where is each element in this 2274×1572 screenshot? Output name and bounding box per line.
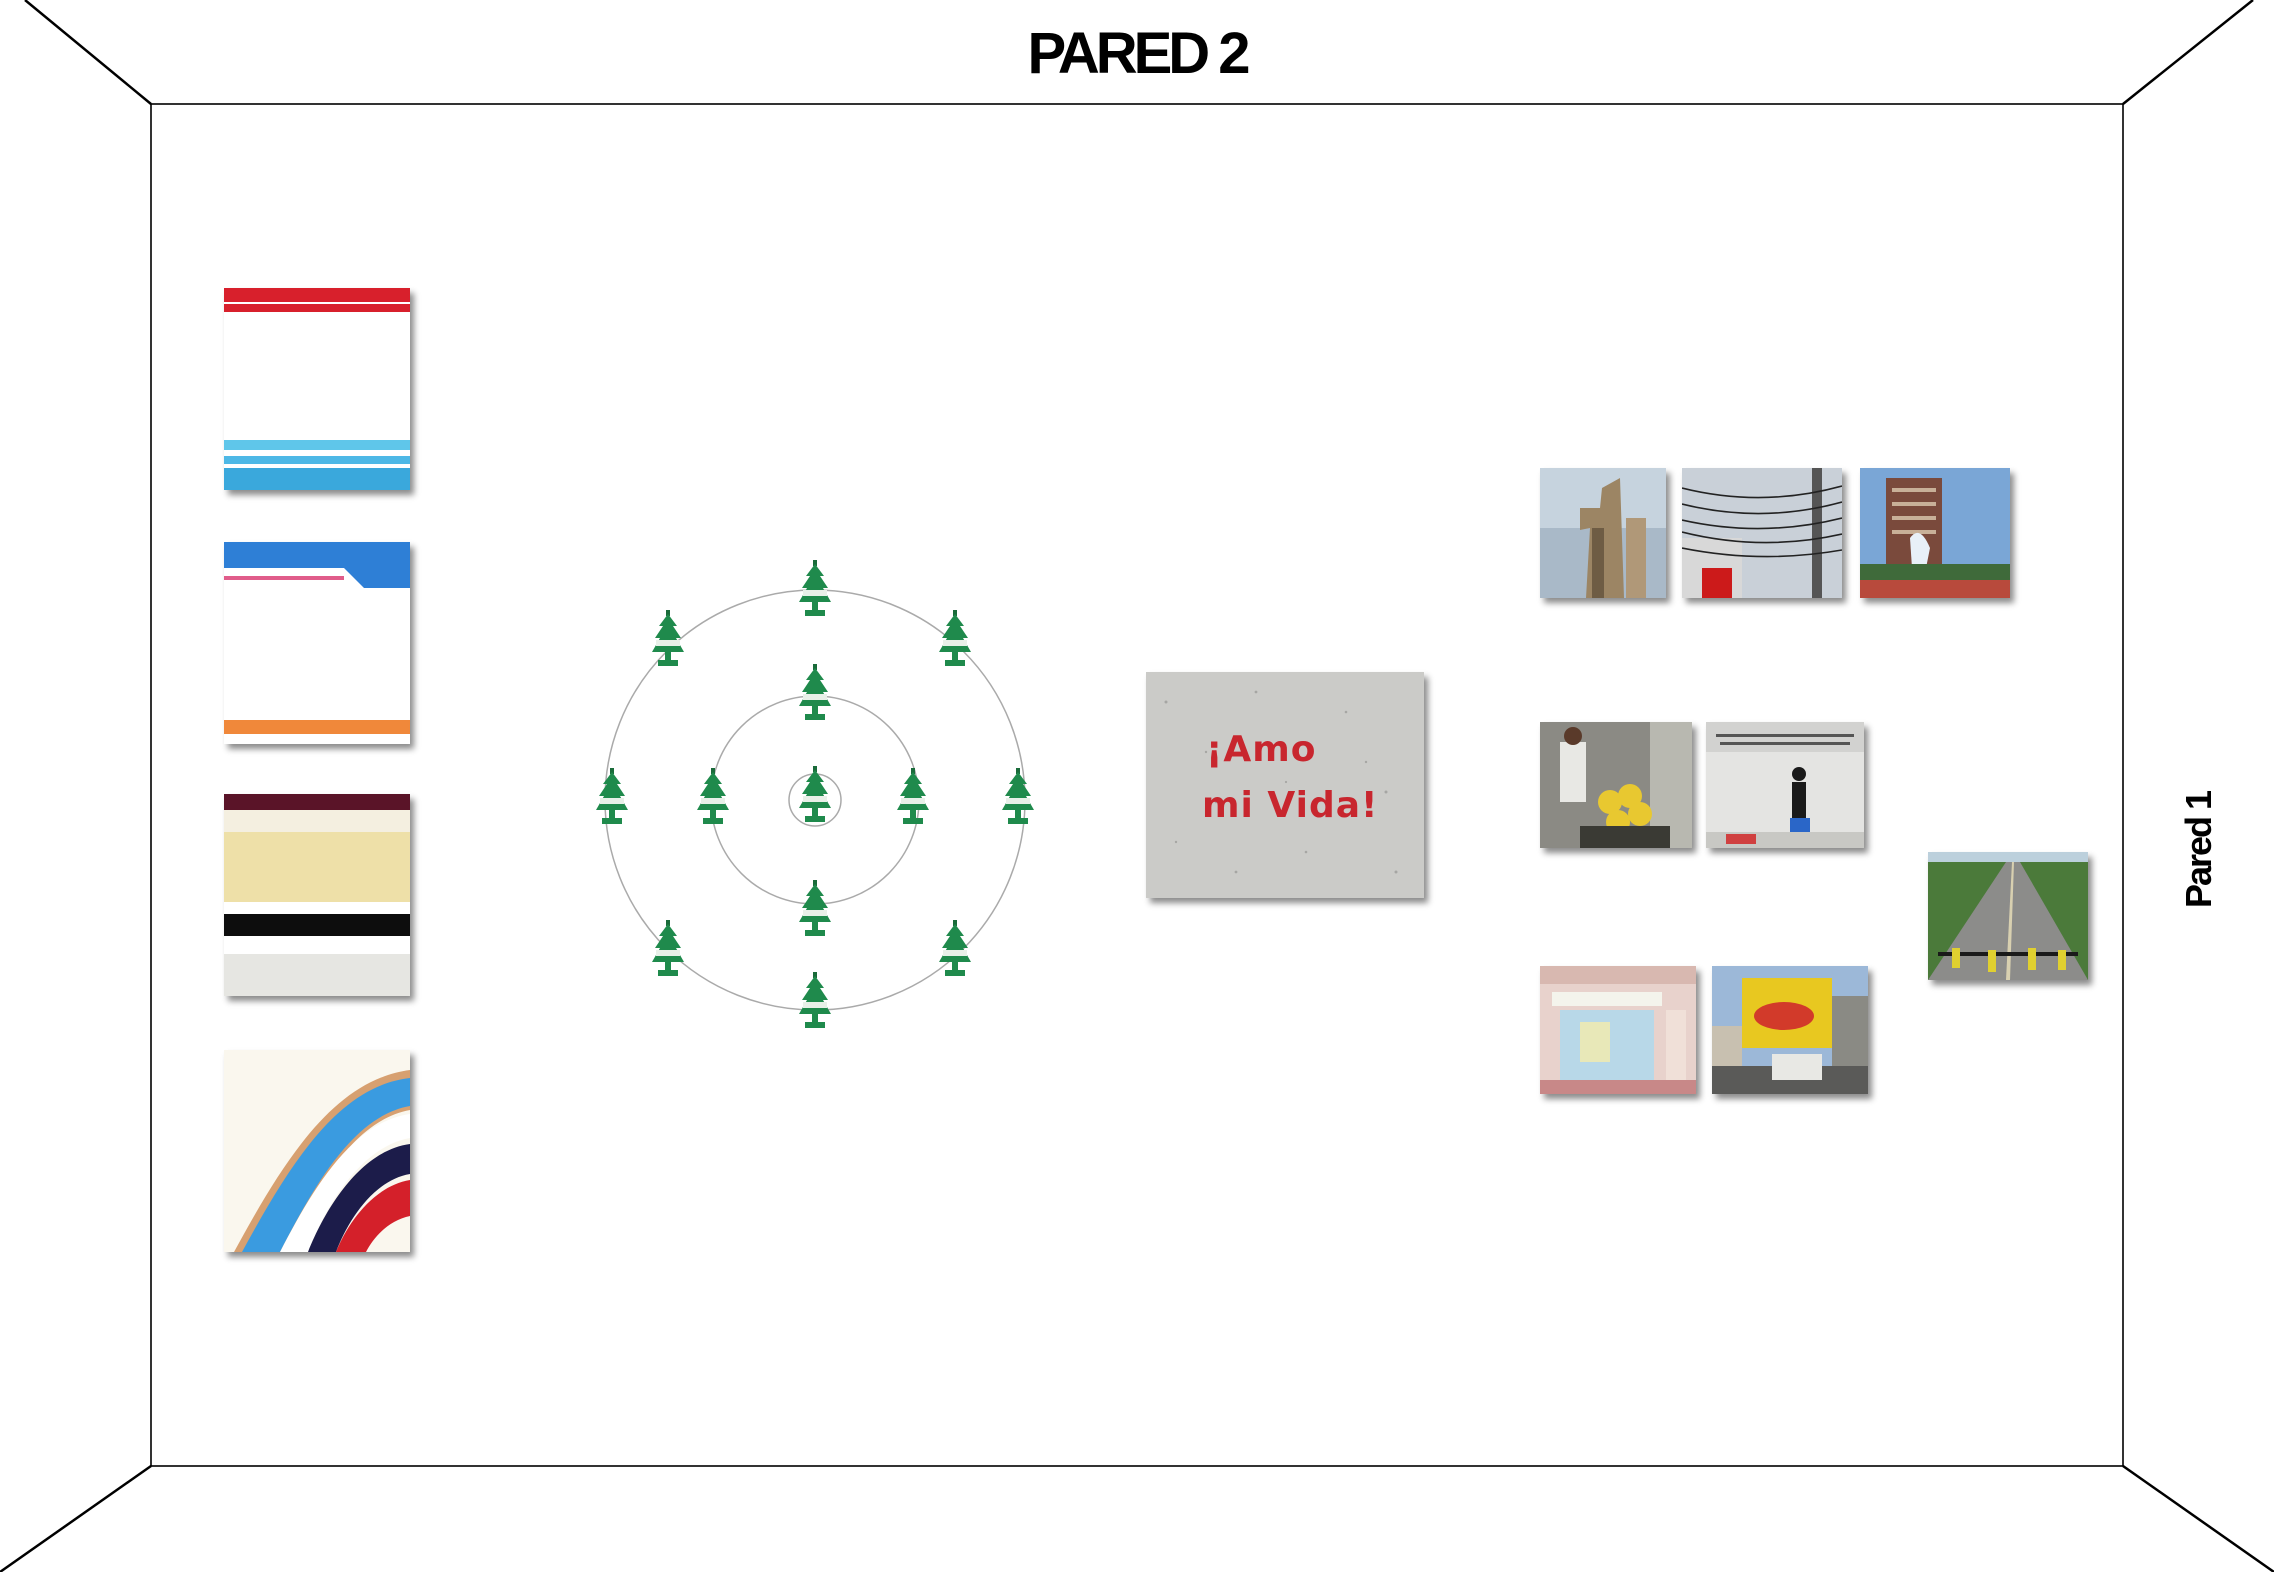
photo-power-lines — [1682, 468, 1842, 598]
tree-bottom-inner — [799, 880, 831, 936]
stripe-artwork-blue-orange — [224, 542, 410, 744]
photo-yellow-billboard-street — [1712, 966, 1868, 1094]
tree-left-inner — [697, 768, 729, 824]
tree-center — [799, 766, 831, 822]
tree-top-outer — [799, 560, 831, 616]
graffiti-line-1: ¡Amo — [1206, 729, 1317, 770]
tree-upper-right-outer — [939, 610, 971, 666]
tree-top-inner — [799, 664, 831, 720]
photo-shop-front — [1540, 966, 1696, 1094]
photo-tower-building — [1860, 468, 2010, 598]
orbit-arrangement — [596, 560, 1034, 1028]
side-wall-label: Pared 1 — [2178, 791, 2219, 909]
graffiti-photo: ¡Amo mi Vida! — [1146, 672, 1424, 898]
tree-right-outer — [1002, 768, 1034, 824]
tree-lower-left-outer — [652, 920, 684, 976]
wall-title: PARED 2 — [1027, 21, 1250, 86]
graffiti-line-2: mi Vida! — [1202, 785, 1379, 826]
stripe-artwork-maroon-cream — [224, 794, 410, 996]
photo-pineapple-vendor — [1540, 722, 1692, 848]
tree-left-outer — [596, 768, 628, 824]
tree-lower-right-outer — [939, 920, 971, 976]
tree-right-inner — [897, 768, 929, 824]
photo-clinic-entrance — [1706, 722, 1864, 848]
tree-bottom-outer — [799, 972, 831, 1028]
photo-road-landscape — [1928, 852, 2088, 980]
stripe-artwork-red-blue — [224, 288, 410, 490]
photo-building-sky — [1540, 468, 1666, 598]
stripe-artwork-curve — [224, 1050, 410, 1252]
tree-upper-left-outer — [652, 610, 684, 666]
